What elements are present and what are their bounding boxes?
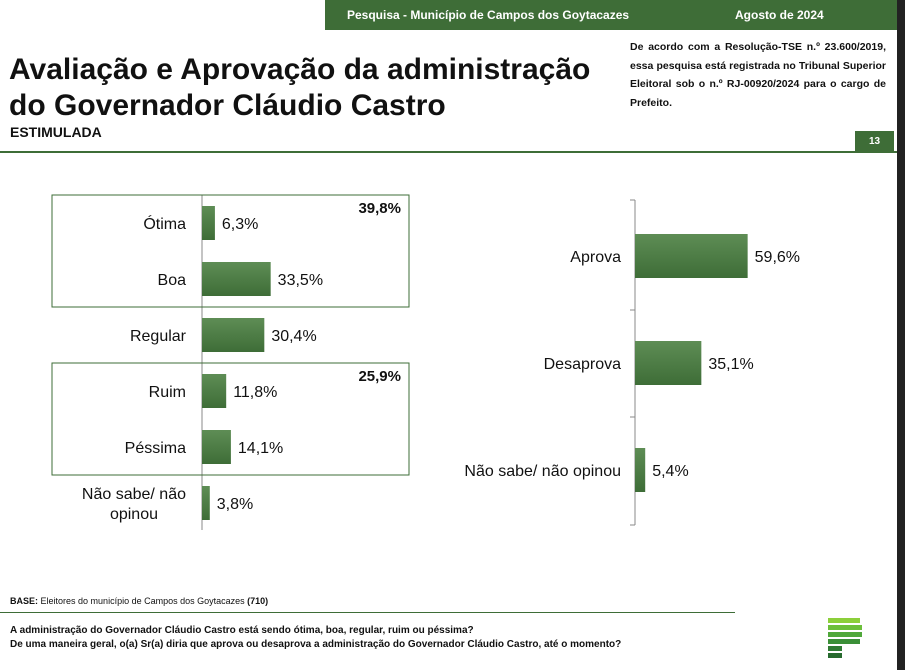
legal-registration-note: De acordo com a Resolução-TSE n.º 23.600… xyxy=(630,41,886,109)
data-label-regular: 30,4% xyxy=(271,328,316,345)
data-label-pessima: 14,1% xyxy=(238,440,283,457)
title-line-1: Avaliação e Aprovação da administração xyxy=(9,53,591,86)
data-label-otima: 6,3% xyxy=(222,216,258,233)
charts-area: 39,8% 25,9% 6,3% Ótima 33,5% Boa 30,4% Regular 1… xyxy=(51,194,800,530)
data-label-boa: 33,5% xyxy=(278,272,323,289)
data-label-nao-sabe-nao-opinou: 3,8% xyxy=(217,496,253,513)
survey-label: Pesquisa - Município de Campos dos Goyta… xyxy=(347,8,630,22)
page-subtitle: ESTIMULADA xyxy=(10,124,102,140)
pesquisa-logo-icon xyxy=(828,618,862,658)
title-line-2: do Governador Cláudio Castro xyxy=(9,89,446,122)
approval-data-label-nao-sabe-nao-opinou: 5,4% xyxy=(652,463,688,480)
category-label-nao-sabe-nao-opinou: Não sabe/ não opinou xyxy=(82,486,186,523)
category-label-boa: Boa xyxy=(158,272,187,289)
bar-regular xyxy=(202,318,265,352)
footer-divider xyxy=(0,612,735,613)
bar-ruim xyxy=(202,374,227,408)
category-label-regular: Regular xyxy=(130,328,187,345)
category-label-ruim: Ruim xyxy=(149,384,186,401)
bar-otima xyxy=(202,206,215,240)
approval-bar-nao-sabe-nao-opinou xyxy=(635,448,646,492)
base-count: (710) xyxy=(247,596,269,606)
survey-date: Agosto de 2024 xyxy=(735,8,824,22)
bar-pessima xyxy=(202,430,231,464)
approval-bar-desaprova xyxy=(635,341,702,385)
approval-data-label-desaprova: 35,1% xyxy=(708,356,753,373)
question-approval: De uma maneira geral, o(a) Sr(a) diria q… xyxy=(10,639,622,650)
bar-nao-sabe-nao-opinou xyxy=(202,486,210,520)
group-box-1 xyxy=(51,194,410,308)
approval-category-label-desaprova: Desaprova xyxy=(544,356,621,373)
data-label-ruim: 11,8% xyxy=(233,384,277,401)
question-evaluation: A administração do Governador Cláudio Ca… xyxy=(10,625,474,636)
base-note: BASE: Eleitores do município de Campos d… xyxy=(10,596,268,606)
approval-bar-aprova xyxy=(635,234,748,278)
approval-data-label-aprova: 59,6% xyxy=(755,249,800,266)
category-label-otima: Ótima xyxy=(143,214,186,233)
approval-category-label-aprova: Aprova xyxy=(570,249,621,266)
bar-boa xyxy=(202,262,271,296)
group-total-label-1: 39,8% xyxy=(358,200,401,217)
page-number: 13 xyxy=(855,131,894,151)
category-label-pessima: Péssima xyxy=(125,440,186,457)
approval-category-label-nao-sabe-nao-opinou: Não sabe/ não opinou xyxy=(464,463,621,480)
group-total-label-2: 25,9% xyxy=(358,368,401,385)
survey-header-band: Pesquisa - Município de Campos dos Goyta… xyxy=(325,0,897,30)
group-box-2 xyxy=(51,362,410,476)
edge-strip xyxy=(897,0,905,670)
page-title: Avaliação e Aprovação da administração d… xyxy=(9,52,609,124)
base-text: Eleitores do município de Campos dos Goy… xyxy=(40,596,245,606)
header-divider xyxy=(0,151,897,153)
base-label: BASE: xyxy=(10,596,39,606)
